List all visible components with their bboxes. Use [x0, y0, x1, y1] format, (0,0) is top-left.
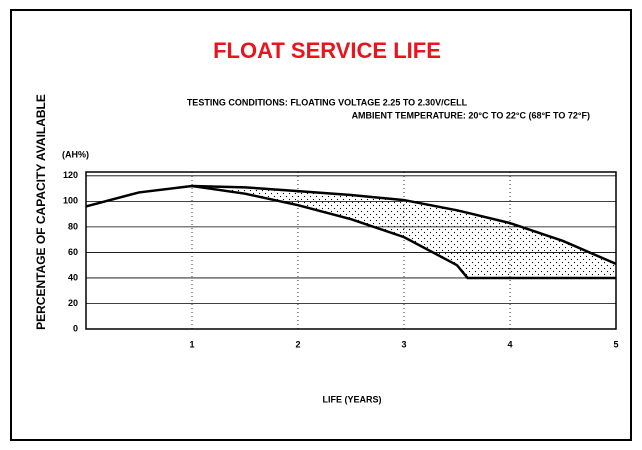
subtitle: AMBIENT TEMPERATURE: 20°C TO 22°C (68°F …	[352, 110, 590, 120]
frame	[10, 9, 632, 441]
y-unit: (AH%)	[62, 149, 89, 159]
y-tick-label: 20	[68, 298, 78, 308]
subtitle: TESTING CONDITIONS: FLOATING VOLTAGE 2.2…	[187, 97, 468, 107]
x-tick-label: 1	[189, 339, 194, 349]
y-axis-label: PERCENTAGE OF CAPACITY AVAILABLE	[34, 94, 48, 330]
y-tick-label: 120	[63, 170, 78, 180]
x-tick-label: 3	[401, 339, 406, 349]
shaded-band	[192, 186, 616, 278]
x-tick-label: 4	[507, 339, 512, 349]
y-tick-label: 0	[73, 323, 78, 333]
x-tick-label: 2	[295, 339, 300, 349]
chart-title: FLOAT SERVICE LIFE	[213, 38, 441, 63]
line	[85, 184, 617, 266]
y-tick-label: 100	[63, 196, 78, 206]
y-tick-label: 40	[68, 272, 78, 282]
x-tick-label: 5	[613, 339, 618, 349]
line	[191, 184, 616, 280]
y-tick-label: 60	[68, 247, 78, 257]
x-axis-label: LIFE (YEARS)	[322, 394, 381, 404]
y-tick-label: 80	[68, 221, 78, 231]
